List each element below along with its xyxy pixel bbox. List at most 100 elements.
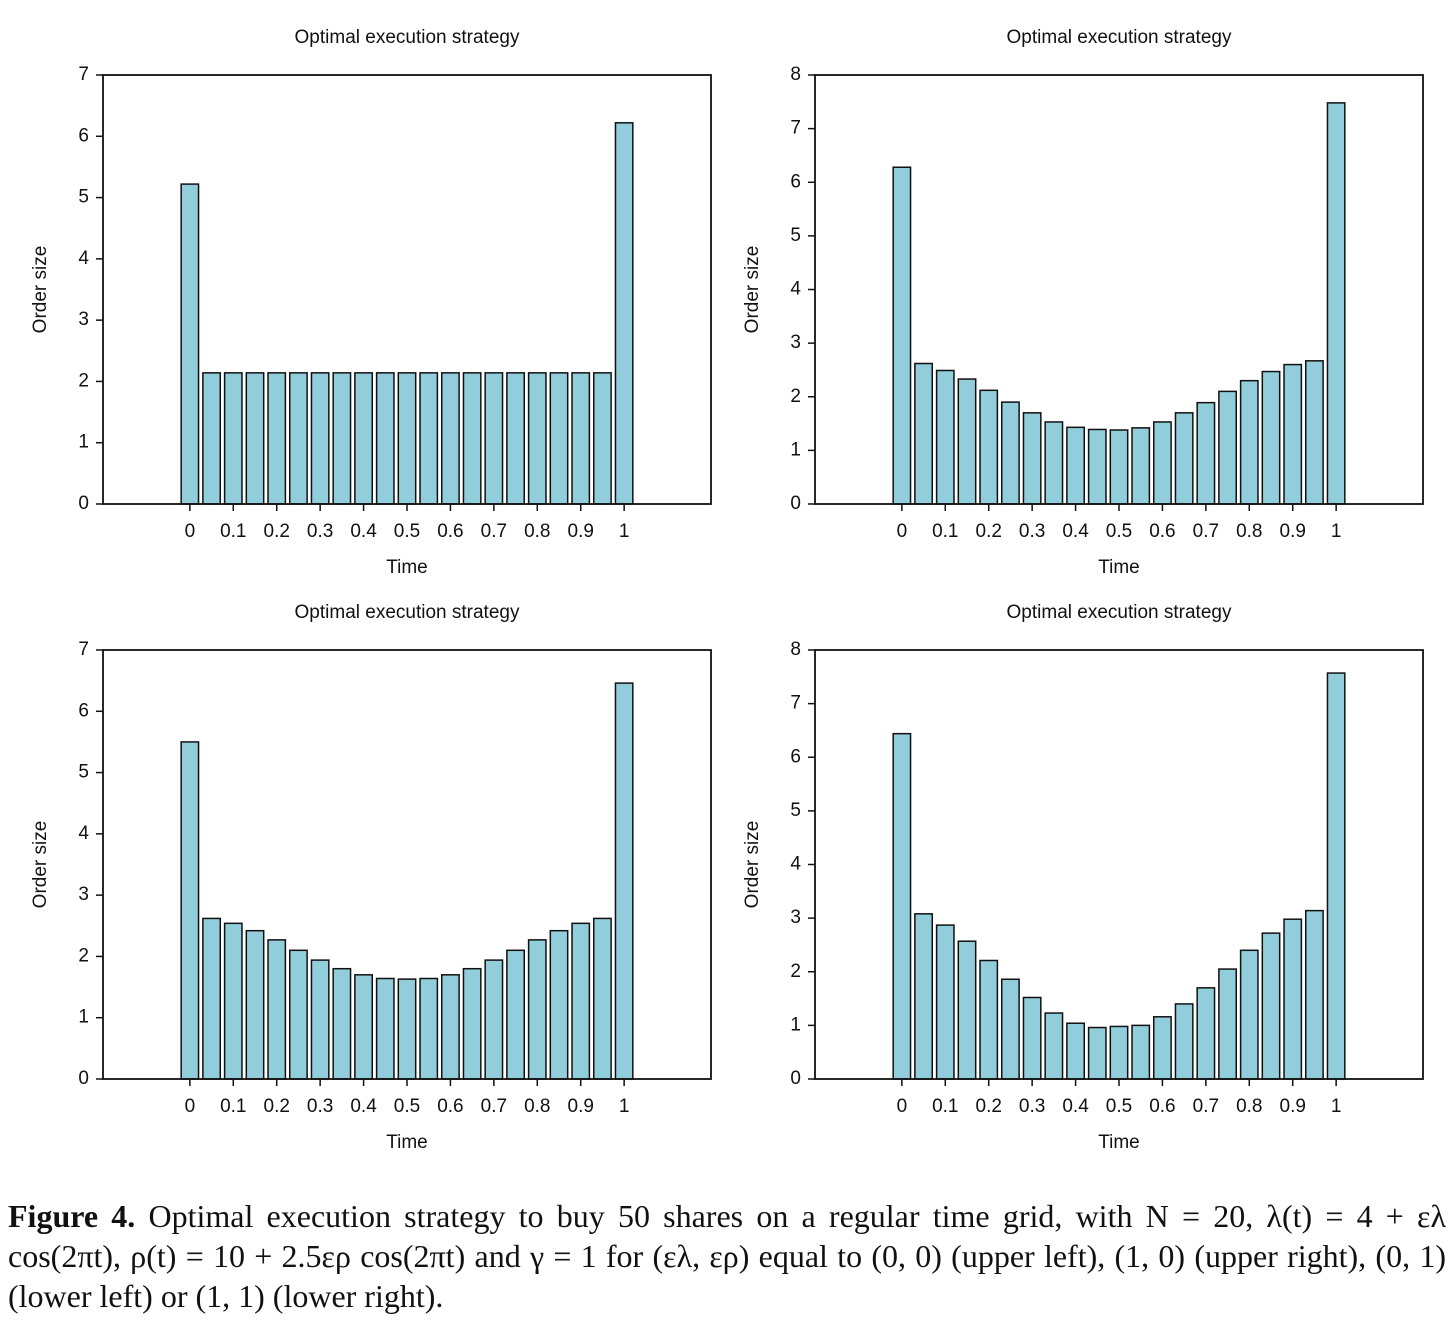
bar xyxy=(957,940,977,1080)
bar xyxy=(1087,1026,1107,1080)
x-tick-label: 0.8 xyxy=(1236,1096,1262,1117)
y-axis-label: Order size xyxy=(742,246,763,334)
bar xyxy=(484,959,504,1080)
bar xyxy=(527,939,547,1080)
x-tick-label: 0.7 xyxy=(1193,521,1219,542)
bar xyxy=(440,372,460,505)
y-tick-label: 6 xyxy=(78,125,89,146)
x-tick-label: 0.9 xyxy=(1280,521,1306,542)
y-axis-label: Order size xyxy=(742,821,763,909)
x-axis-label: Time xyxy=(386,1132,428,1153)
y-tick-label: 2 xyxy=(78,370,89,391)
y-tick-label: 4 xyxy=(790,854,801,875)
y-axis-label: Order size xyxy=(30,246,51,334)
x-tick-label: 0.7 xyxy=(481,1096,507,1117)
plot-frame xyxy=(102,649,712,1080)
bar xyxy=(397,372,417,505)
x-tick-label: 0.5 xyxy=(1106,1096,1132,1117)
bar xyxy=(527,372,547,505)
y-tick-label: 7 xyxy=(790,118,801,139)
bar xyxy=(354,372,374,505)
x-tick-label: 0.8 xyxy=(1236,521,1262,542)
x-tick-label: 0 xyxy=(897,521,908,542)
plot-frame xyxy=(102,74,712,505)
bar xyxy=(1239,949,1259,1080)
y-tick-label: 4 xyxy=(78,248,89,269)
bar xyxy=(332,372,352,505)
chart-title: Optimal execution strategy xyxy=(295,27,520,48)
bar xyxy=(310,372,330,505)
bar xyxy=(1196,987,1216,1080)
bar xyxy=(935,369,955,505)
y-tick-label: 0 xyxy=(78,1068,89,1089)
x-tick-label: 0.5 xyxy=(394,521,420,542)
bar xyxy=(979,389,999,505)
bar xyxy=(223,922,243,1080)
bar xyxy=(1152,421,1172,505)
x-tick-label: 1 xyxy=(619,521,630,542)
plot-frame xyxy=(814,649,1424,1080)
bar xyxy=(1174,1003,1194,1080)
bar xyxy=(1283,363,1303,505)
bar xyxy=(957,378,977,505)
bar xyxy=(1044,421,1064,505)
bar xyxy=(1066,426,1086,505)
bar xyxy=(1000,401,1020,505)
y-tick-label: 0 xyxy=(790,493,801,514)
bar xyxy=(267,372,287,505)
bar xyxy=(614,682,634,1080)
x-tick-label: 0 xyxy=(185,1096,196,1117)
x-tick-label: 0.4 xyxy=(1062,1096,1089,1117)
y-tick-label: 3 xyxy=(790,332,801,353)
bar xyxy=(1000,978,1020,1080)
x-tick-label: 0.8 xyxy=(524,521,550,542)
bar xyxy=(1109,429,1129,505)
bar xyxy=(375,977,395,1080)
x-tick-label: 0.6 xyxy=(437,521,463,542)
bar xyxy=(1087,428,1107,505)
x-tick-label: 1 xyxy=(619,1096,630,1117)
y-tick-label: 2 xyxy=(790,961,801,982)
bar xyxy=(223,372,243,505)
bar xyxy=(1022,412,1042,505)
y-tick-label: 4 xyxy=(790,279,801,300)
x-tick-label: 0.5 xyxy=(1106,521,1132,542)
y-tick-label: 7 xyxy=(790,693,801,714)
bar xyxy=(332,967,352,1080)
bar xyxy=(1022,996,1042,1080)
bar xyxy=(440,974,460,1080)
x-tick-label: 0.4 xyxy=(350,1096,377,1117)
x-tick-label: 0.3 xyxy=(1019,1096,1045,1117)
bar xyxy=(1218,968,1238,1080)
chart-title: Optimal execution strategy xyxy=(1007,602,1232,623)
x-axis-label: Time xyxy=(1098,1132,1140,1153)
y-tick-label: 0 xyxy=(78,493,89,514)
x-tick-label: 1 xyxy=(1331,521,1342,542)
bar xyxy=(180,741,200,1080)
y-tick-label: 4 xyxy=(78,823,89,844)
y-tick-label: 6 xyxy=(78,700,89,721)
caption: Figure 4. Optimal execution strategy to … xyxy=(8,1196,1446,1316)
x-tick-label: 0.3 xyxy=(1019,521,1045,542)
bar xyxy=(1174,412,1194,505)
x-tick-label: 0.2 xyxy=(976,1096,1002,1117)
x-tick-label: 0.4 xyxy=(1062,521,1089,542)
bar xyxy=(1131,427,1151,505)
bar xyxy=(1044,1012,1064,1080)
x-tick-label: 0.6 xyxy=(1149,1096,1175,1117)
bar xyxy=(462,372,482,505)
bar xyxy=(892,732,912,1080)
bar xyxy=(1066,1022,1086,1080)
y-tick-label: 1 xyxy=(790,439,801,460)
bar xyxy=(506,372,526,505)
bar xyxy=(1239,379,1259,505)
bar xyxy=(267,939,287,1080)
chart-title: Optimal execution strategy xyxy=(1007,27,1232,48)
x-tick-label: 0.1 xyxy=(932,521,958,542)
bar xyxy=(202,917,222,1080)
y-tick-label: 3 xyxy=(78,309,89,330)
bar xyxy=(1152,1016,1172,1080)
bar xyxy=(245,929,265,1080)
bar xyxy=(1326,102,1346,505)
